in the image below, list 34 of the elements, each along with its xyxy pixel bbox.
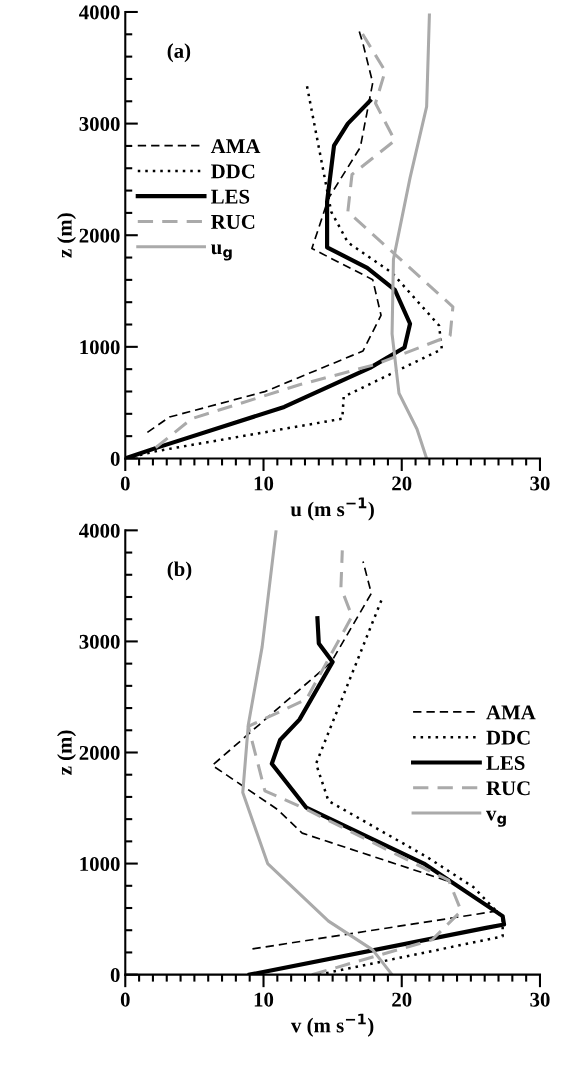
legend-label: AMA <box>486 705 536 720</box>
legend-label: RUC <box>486 781 530 796</box>
y-tick-label: 1000 <box>80 856 120 872</box>
y-tick-label: 2000 <box>79 228 120 243</box>
legend-label: LES <box>486 755 525 770</box>
y-tick-label: 0 <box>110 968 120 983</box>
legend-label: RUC <box>211 214 255 229</box>
x-axis-title: v (m s$^{−1}$) <box>290 1013 374 1037</box>
x-axis-title: u (m s$^{−1}$) <box>290 497 374 521</box>
legend-label: u$_{g}$ <box>211 244 232 261</box>
x-tick-label: 0 <box>120 992 130 1007</box>
x-tick-label: 20 <box>392 476 412 491</box>
x-tick-label: 10 <box>254 476 274 491</box>
y-axis-title: z (m) <box>57 213 76 258</box>
y-tick-label: 2000 <box>79 745 120 760</box>
x-tick-label: 10 <box>254 992 274 1007</box>
annotation: (a) <box>167 43 191 63</box>
legend-label: v$_{g}$ <box>486 810 506 827</box>
x-tick-label: 20 <box>392 992 412 1007</box>
x-tick-label: 30 <box>530 476 550 491</box>
y-tick-label: 4000 <box>79 523 120 538</box>
legend-label: AMA <box>210 139 261 153</box>
y-tick-label: 0 <box>110 451 120 466</box>
annotation: (b) <box>167 561 192 581</box>
legend-label: DDC <box>486 730 530 745</box>
legend-label: DDC <box>211 164 255 179</box>
y-tick-label: 1000 <box>80 340 120 355</box>
legend-label: LES <box>211 189 250 204</box>
y-tick-label: 3000 <box>79 116 120 132</box>
y-tick-label: 3000 <box>79 634 120 649</box>
x-tick-label: 30 <box>530 992 550 1007</box>
y-tick-label: 4000 <box>79 5 120 20</box>
x-tick-label: 0 <box>120 476 130 491</box>
y-axis-title: z (m) <box>57 730 76 775</box>
